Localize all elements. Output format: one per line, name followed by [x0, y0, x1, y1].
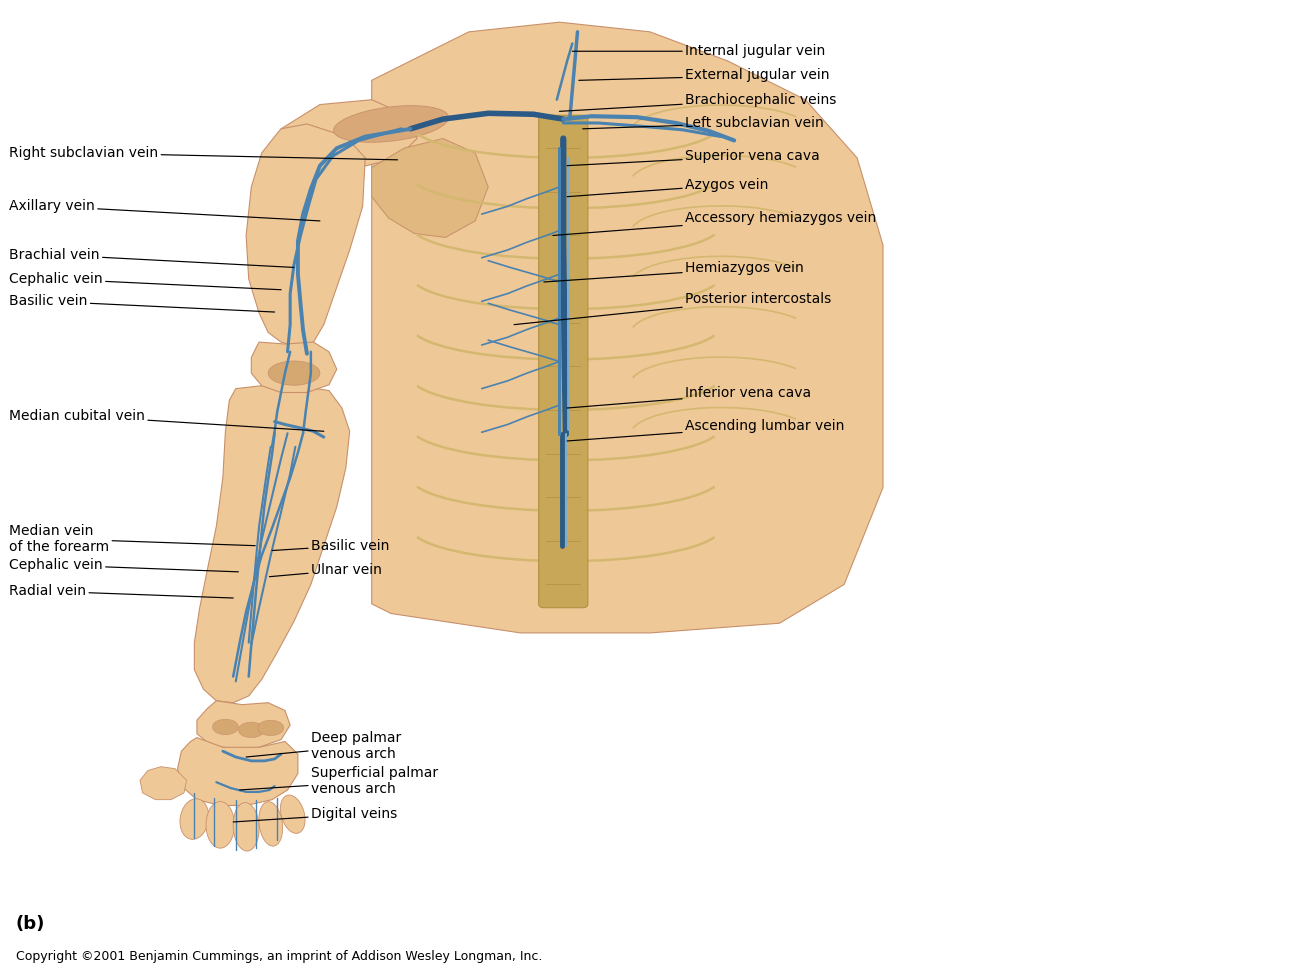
Ellipse shape — [259, 801, 282, 846]
Text: Inferior vena cava: Inferior vena cava — [567, 386, 811, 408]
Text: Copyright ©2001 Benjamin Cummings, an imprint of Addison Wesley Longman, Inc.: Copyright ©2001 Benjamin Cummings, an im… — [16, 950, 542, 962]
PathPatch shape — [281, 99, 417, 168]
PathPatch shape — [140, 766, 187, 800]
PathPatch shape — [372, 138, 489, 237]
Text: External jugular vein: External jugular vein — [578, 68, 829, 83]
Ellipse shape — [334, 105, 448, 142]
Ellipse shape — [238, 722, 264, 738]
Text: Deep palmar
venous arch: Deep palmar venous arch — [246, 731, 402, 761]
Ellipse shape — [281, 795, 306, 834]
PathPatch shape — [195, 386, 350, 703]
Text: Radial vein: Radial vein — [9, 584, 233, 599]
Ellipse shape — [268, 361, 320, 385]
Text: Median cubital vein: Median cubital vein — [9, 409, 324, 431]
Text: Digital veins: Digital veins — [233, 807, 396, 822]
Text: Left subclavian vein: Left subclavian vein — [582, 116, 824, 130]
Text: Hemiazygos vein: Hemiazygos vein — [543, 261, 803, 282]
Text: Cephalic vein: Cephalic vein — [9, 272, 281, 290]
Ellipse shape — [205, 801, 234, 848]
Text: Right subclavian vein: Right subclavian vein — [9, 146, 398, 160]
PathPatch shape — [246, 124, 365, 347]
Text: Internal jugular vein: Internal jugular vein — [572, 44, 826, 58]
Text: Superior vena cava: Superior vena cava — [567, 149, 820, 166]
Text: Median vein
of the forearm: Median vein of the forearm — [9, 524, 255, 554]
PathPatch shape — [196, 701, 290, 749]
Text: Azygos vein: Azygos vein — [567, 178, 768, 197]
PathPatch shape — [178, 738, 298, 805]
Text: Posterior intercostals: Posterior intercostals — [514, 292, 831, 325]
FancyBboxPatch shape — [538, 115, 588, 607]
Text: Superficial palmar
venous arch: Superficial palmar venous arch — [239, 766, 438, 797]
Ellipse shape — [179, 799, 209, 839]
Text: (b): (b) — [16, 916, 46, 933]
Ellipse shape — [212, 720, 238, 735]
Text: Basilic vein: Basilic vein — [9, 294, 274, 312]
Text: Axillary vein: Axillary vein — [9, 199, 320, 221]
Text: Brachiocephalic veins: Brachiocephalic veins — [559, 93, 836, 111]
Text: Accessory hemiazygos vein: Accessory hemiazygos vein — [552, 211, 876, 235]
Text: Ascending lumbar vein: Ascending lumbar vein — [567, 419, 844, 441]
Text: Brachial vein: Brachial vein — [9, 248, 294, 267]
Text: Ulnar vein: Ulnar vein — [269, 563, 382, 577]
Text: Cephalic vein: Cephalic vein — [9, 558, 238, 572]
PathPatch shape — [372, 22, 883, 633]
Ellipse shape — [233, 802, 259, 851]
Text: Basilic vein: Basilic vein — [272, 538, 389, 553]
PathPatch shape — [251, 342, 337, 393]
Ellipse shape — [257, 721, 283, 736]
